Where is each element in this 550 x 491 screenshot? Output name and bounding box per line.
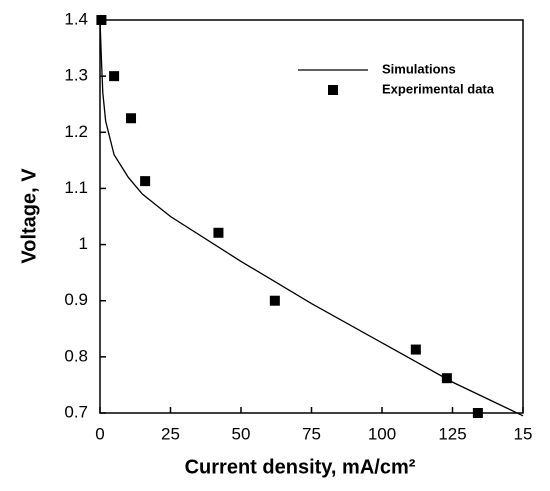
data-point <box>109 71 120 82</box>
data-point <box>126 113 137 124</box>
legend-marker <box>328 85 338 95</box>
legend-label: Simulations <box>382 61 456 76</box>
x-axis-label: Current density, mA/cm² <box>185 456 416 478</box>
y-tick-label: 1 <box>79 234 88 253</box>
x-tick-label: 125 <box>438 424 466 443</box>
plot-frame <box>99 19 524 414</box>
simulation-line <box>99 19 524 417</box>
y-tick-label: 1.3 <box>64 66 88 85</box>
legend-label: Experimental data <box>382 81 495 96</box>
data-point <box>213 227 224 238</box>
y-tick-label: 1.4 <box>64 9 88 28</box>
x-tick-label: 25 <box>161 424 180 443</box>
data-point <box>140 176 151 187</box>
y-axis-label: Voltage, V <box>18 168 40 264</box>
x-tick-label: 15 <box>514 424 533 443</box>
x-tick-label: 100 <box>368 424 396 443</box>
y-tick-label: 0.8 <box>64 346 88 365</box>
data-point <box>269 295 280 306</box>
x-tick-label: 75 <box>302 424 321 443</box>
data-point <box>96 15 107 25</box>
y-tick-label: 1.1 <box>64 178 88 197</box>
data-point <box>472 408 483 418</box>
y-tick-label: 0.7 <box>64 402 88 421</box>
y-tick-label: 1.2 <box>64 122 88 141</box>
data-point <box>441 373 452 384</box>
x-tick-label: 50 <box>232 424 251 443</box>
y-tick-label: 0.9 <box>64 290 88 309</box>
x-tick-label: 0 <box>95 424 104 443</box>
data-point <box>410 344 421 355</box>
